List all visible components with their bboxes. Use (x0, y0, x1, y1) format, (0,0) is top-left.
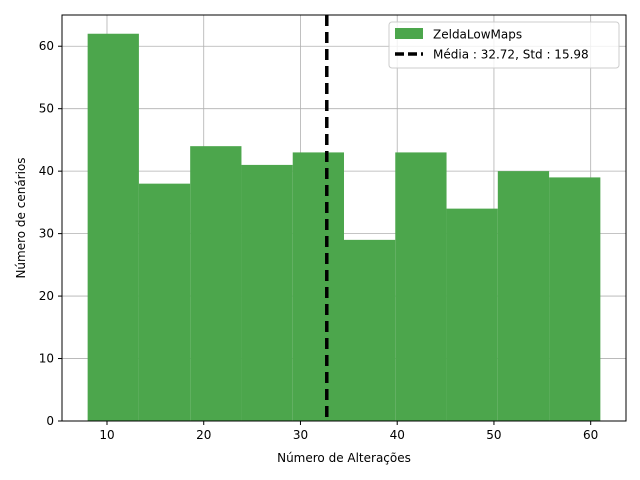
legend-label-mean: Média : 32.72, Std : 15.98 (433, 48, 589, 62)
x-tick-label: 30 (293, 428, 308, 442)
y-tick-label: 60 (39, 39, 54, 53)
axes-frame (61, 14, 627, 422)
histogram-bar (292, 152, 344, 421)
legend-swatch-bars (395, 28, 423, 39)
x-tick-label: 60 (583, 428, 598, 442)
x-tick-label: 10 (99, 428, 114, 442)
legend: ZeldaLowMaps Média : 32.72, Std : 15.98 (388, 21, 620, 69)
y-tick-label: 10 (39, 352, 54, 366)
y-tick-label: 40 (39, 164, 54, 178)
x-axis-label: Número de Alterações (277, 451, 411, 465)
x-axis-ticks: 10 20 30 40 50 60 (99, 421, 598, 442)
y-tick-label: 50 (39, 102, 54, 116)
histogram-bar (241, 164, 293, 421)
histogram-bar (138, 183, 191, 421)
histogram-bar (344, 239, 396, 421)
y-axis-label: Número de cenários (14, 157, 28, 278)
x-tick-label: 40 (390, 428, 405, 442)
histogram-bar (497, 171, 550, 421)
histogram-bar (549, 177, 601, 421)
legend-label-series: ZeldaLowMaps (433, 28, 522, 42)
x-tick-label: 50 (486, 428, 501, 442)
legend-box (388, 21, 620, 69)
histogram-bar (446, 208, 498, 421)
histogram-bars (87, 33, 601, 421)
y-tick-label: 30 (39, 227, 54, 241)
histogram-bar (395, 152, 447, 421)
histogram-bar (190, 146, 242, 421)
y-axis-ticks: 0 10 20 30 40 50 60 (39, 39, 62, 428)
y-tick-label: 20 (39, 289, 54, 303)
y-tick-label: 0 (46, 414, 54, 428)
x-tick-label: 20 (196, 428, 211, 442)
axes-spines (61, 14, 627, 422)
histogram-bar (87, 33, 139, 421)
